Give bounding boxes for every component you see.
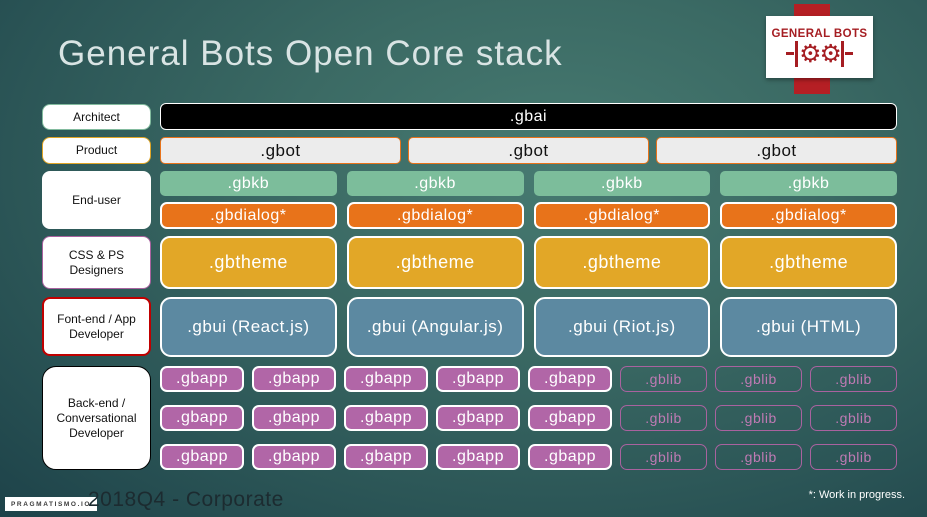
label-end-user: End-user	[42, 171, 151, 229]
block-gbot: .gbot	[160, 137, 401, 164]
block-gbtheme: .gbtheme	[160, 236, 337, 289]
gear-axle-right	[844, 52, 853, 55]
block-gbtheme: .gbtheme	[720, 236, 897, 289]
block-gbkb: .gbkb	[720, 171, 897, 196]
gears-icon: ⚙⚙	[786, 39, 853, 68]
row-gbot: .gbot .gbot .gbot	[160, 137, 897, 164]
block-gblib: .gblib	[810, 405, 897, 431]
label-product: Product	[42, 137, 151, 164]
block-gblib: .gblib	[810, 366, 897, 392]
gear-bar-right	[840, 40, 844, 67]
block-gbapp: .gbapp	[252, 444, 336, 470]
gear-bar-left	[795, 40, 799, 67]
block-gbdialog: .gbdialog*	[160, 202, 337, 229]
label-backend-conversational-developer: Back-end / Conversational Developer	[42, 366, 151, 470]
block-gbapp: .gbapp	[528, 405, 612, 431]
block-gblib: .gblib	[715, 405, 802, 431]
block-gbapp: .gbapp	[436, 366, 520, 392]
block-gbapp: .gbapp	[252, 366, 336, 392]
block-gblib: .gblib	[715, 366, 802, 392]
row-gbapp-gblib-1: .gbapp .gbapp .gbapp .gbapp .gbapp .gbli…	[160, 366, 897, 392]
page-title: General Bots Open Core stack	[58, 34, 563, 73]
block-gbkb: .gbkb	[346, 171, 524, 196]
pragmatismo-badge: PRAGMATISMO.IO	[5, 497, 98, 511]
block-gbtheme: .gbtheme	[346, 236, 524, 289]
block-gbapp: .gbapp	[528, 366, 612, 392]
block-gblib: .gblib	[620, 444, 707, 470]
row-gbui: .gbui (React.js) .gbui (Angular.js) .gbu…	[160, 297, 897, 357]
footer-version-text: 2018Q4 - Corporate	[88, 488, 284, 511]
block-gbkb: .gbkb	[533, 171, 711, 196]
block-gblib: .gblib	[620, 366, 707, 392]
block-gbui-react: .gbui (React.js)	[160, 297, 337, 357]
block-gbdialog: .gbdialog*	[533, 202, 711, 229]
work-in-progress-note: *: Work in progress.	[808, 489, 905, 501]
logo-wordmark: GENERAL BOTS	[771, 27, 868, 40]
block-gbdialog: .gbdialog*	[720, 202, 897, 229]
row-gbapp-gblib-2: .gbapp .gbapp .gbapp .gbapp .gbapp .gbli…	[160, 405, 897, 431]
block-gbui-angular: .gbui (Angular.js)	[346, 297, 524, 357]
block-gbkb: .gbkb	[160, 171, 337, 196]
block-gbapp: .gbapp	[252, 405, 336, 431]
block-gbtheme: .gbtheme	[533, 236, 711, 289]
block-gblib: .gblib	[810, 444, 897, 470]
row-gbkb: .gbkb .gbkb .gbkb .gbkb	[160, 171, 897, 196]
row-gbapp-gblib-3: .gbapp .gbapp .gbapp .gbapp .gbapp .gbli…	[160, 444, 897, 470]
block-gbapp: .gbapp	[436, 405, 520, 431]
block-gbapp: .gbapp	[344, 366, 428, 392]
row-gbtheme: .gbtheme .gbtheme .gbtheme .gbtheme	[160, 236, 897, 289]
row-gbdialog: .gbdialog* .gbdialog* .gbdialog* .gbdial…	[160, 202, 897, 229]
block-gbapp: .gbapp	[344, 405, 428, 431]
block-gblib: .gblib	[715, 444, 802, 470]
block-gbui-riot: .gbui (Riot.js)	[533, 297, 711, 357]
label-architect: Architect	[42, 104, 151, 130]
row-gbai: .gbai	[160, 103, 897, 130]
label-css-ps-designers: CSS & PS Designers	[42, 236, 151, 289]
block-gbapp: .gbapp	[160, 366, 244, 392]
block-gbot: .gbot	[408, 137, 649, 164]
block-gbdialog: .gbdialog*	[346, 202, 524, 229]
block-gbapp: .gbapp	[160, 444, 244, 470]
block-gbapp: .gbapp	[436, 444, 520, 470]
gear-glyphs: ⚙⚙	[799, 39, 842, 68]
block-gblib: .gblib	[620, 405, 707, 431]
gear-axle-left	[786, 52, 795, 55]
block-gbot: .gbot	[656, 137, 897, 164]
block-gbapp: .gbapp	[528, 444, 612, 470]
label-frontend-app-developer: Font-end / App Developer	[42, 297, 151, 356]
block-gbui-html: .gbui (HTML)	[720, 297, 897, 357]
general-bots-logo: GENERAL BOTS ⚙⚙	[766, 16, 873, 78]
block-gbapp: .gbapp	[160, 405, 244, 431]
block-gbai: .gbai	[160, 103, 897, 130]
block-gbapp: .gbapp	[344, 444, 428, 470]
